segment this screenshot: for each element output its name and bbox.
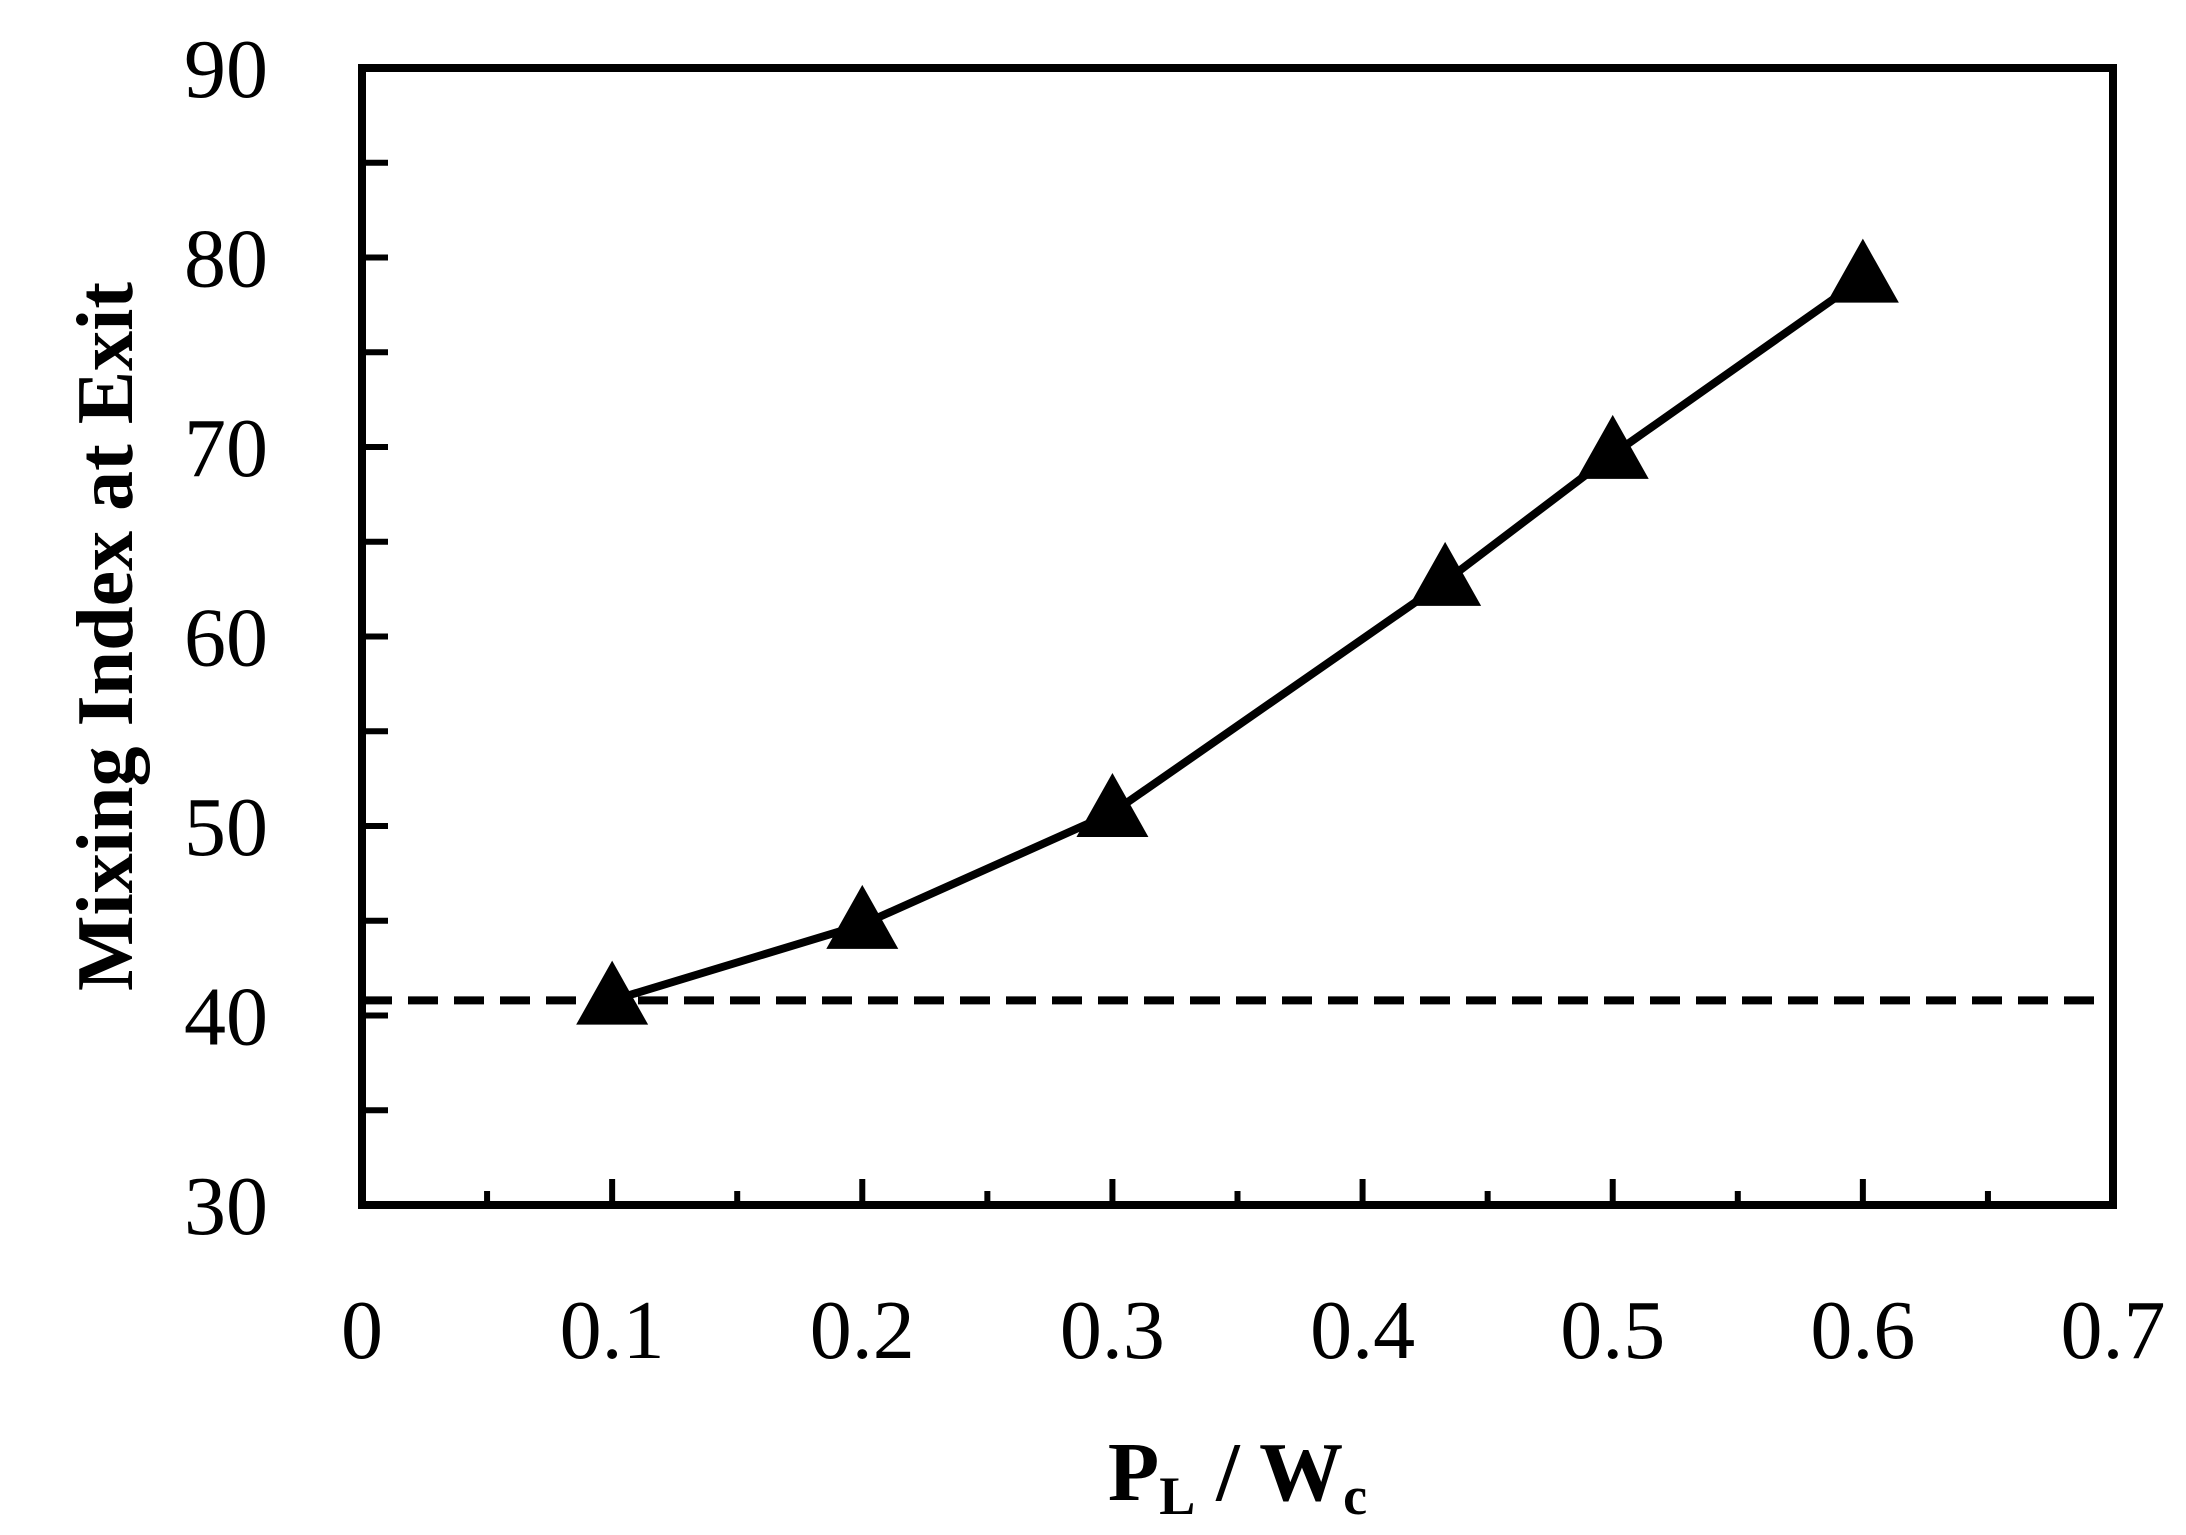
data-point-marker — [576, 960, 649, 1025]
series-group — [576, 238, 1899, 1025]
axis-tick-labels: 0 0.1 0.2 0.3 0.4 0.5 0.6 0.7 30 40 50 60 70 80 90 — [184, 23, 2166, 1377]
data-point-marker — [1076, 773, 1149, 838]
plot-frame — [358, 64, 2117, 1209]
data-point-marker — [826, 884, 899, 949]
x-tick-label: 0.4 — [1310, 1284, 1415, 1377]
x-tick-label: 0.7 — [2061, 1284, 2166, 1377]
x-axis-title-denom-sub: c — [1343, 1466, 1367, 1526]
x-tick-label: 0.5 — [1560, 1284, 1665, 1377]
x-axis-title-sep: / — [1195, 1426, 1259, 1519]
x-tick-label: 0.6 — [1810, 1284, 1915, 1377]
y-tick-label: 30 — [184, 1160, 268, 1253]
x-axis-title: PL / Wc — [1108, 1426, 1367, 1526]
data-point-marker — [1409, 541, 1482, 606]
data-point-marker — [1576, 414, 1649, 479]
x-tick-label: 0.1 — [560, 1284, 665, 1377]
y-axis-title: Mixing Index at Exit — [62, 282, 150, 991]
y-tick-label: 70 — [184, 402, 268, 495]
x-axis-title-main: P — [1108, 1426, 1159, 1519]
data-point-marker — [1826, 238, 1899, 303]
x-tick-label: 0.2 — [810, 1284, 915, 1377]
x-tick-label: 0.3 — [1060, 1284, 1165, 1377]
x-tick-label: 0 — [341, 1284, 383, 1377]
y-tick-label: 90 — [184, 23, 268, 116]
series-line — [610, 275, 1866, 1005]
y-tick-label: 50 — [184, 781, 268, 874]
axis-ticks — [362, 159, 1991, 1205]
y-tick-label: 60 — [184, 592, 268, 685]
x-axis-title-denom: W — [1259, 1426, 1343, 1519]
y-tick-label: 40 — [184, 971, 268, 1064]
x-axis-title-main-sub: L — [1159, 1466, 1195, 1526]
y-tick-label: 80 — [184, 213, 268, 306]
